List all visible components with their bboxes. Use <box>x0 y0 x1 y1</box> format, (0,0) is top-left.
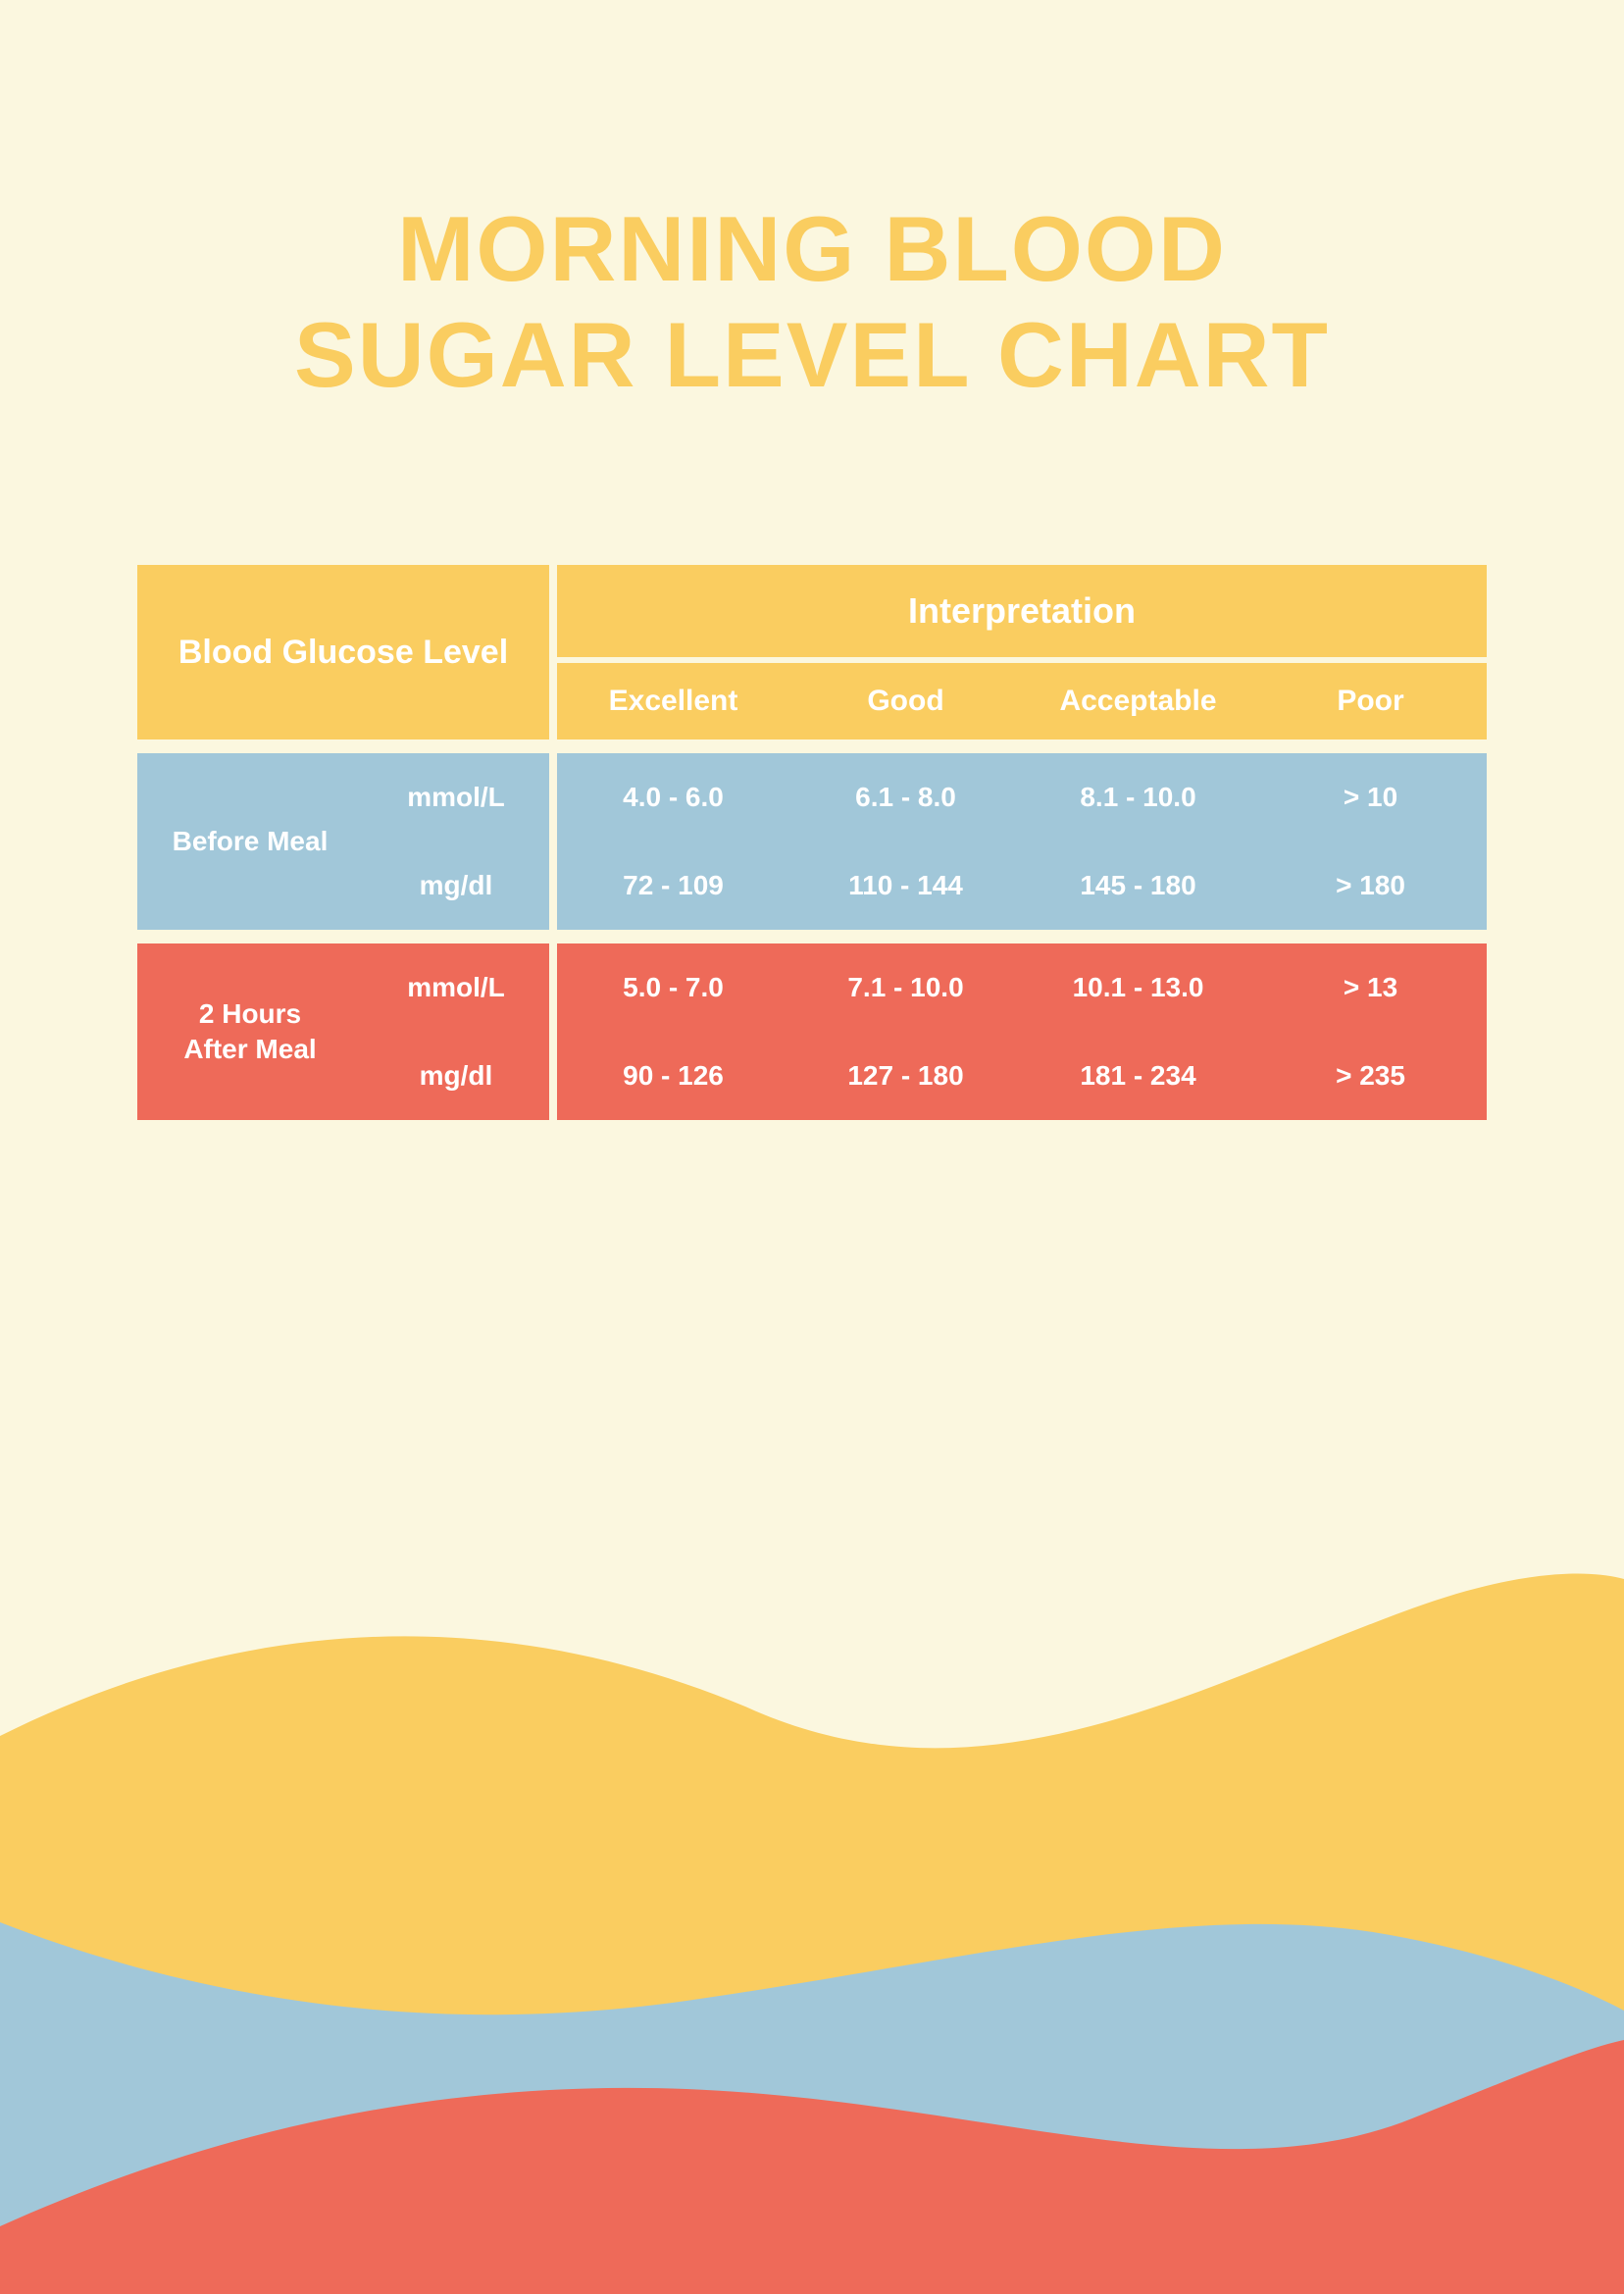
val: > 13 <box>1254 943 1487 1032</box>
unit-mmol: mmol/L <box>363 753 549 841</box>
interpretation-columns: Excellent Good Acceptable Poor <box>557 663 1487 739</box>
group-left: 2 HoursAfter Meal mmol/L mg/dl <box>137 943 549 1120</box>
val-col: > 10 > 180 <box>1254 753 1487 930</box>
val: 127 - 180 <box>789 1032 1022 1120</box>
val: 10.1 - 13.0 <box>1022 943 1254 1032</box>
group-units: mmol/L mg/dl <box>363 753 549 930</box>
group-after-meal: 2 HoursAfter Meal mmol/L mg/dl 5.0 - 7.0… <box>137 943 1487 1120</box>
val-col: 6.1 - 8.0 110 - 144 <box>789 753 1022 930</box>
group-values: 4.0 - 6.0 72 - 109 6.1 - 8.0 110 - 144 8… <box>557 753 1487 930</box>
group-label: Before Meal <box>137 753 363 930</box>
val: 4.0 - 6.0 <box>557 753 789 841</box>
header-left-label: Blood Glucose Level <box>137 565 549 739</box>
val-col: 5.0 - 7.0 90 - 126 <box>557 943 789 1120</box>
val: 7.1 - 10.0 <box>789 943 1022 1032</box>
group-before-meal: Before Meal mmol/L mg/dl 4.0 - 6.0 72 - … <box>137 753 1487 930</box>
val-col: 10.1 - 13.0 181 - 234 <box>1022 943 1254 1120</box>
page-title: MORNING BLOOD SUGAR LEVEL CHART <box>137 196 1487 408</box>
group-left: Before Meal mmol/L mg/dl <box>137 753 549 930</box>
col-poor: Poor <box>1254 663 1487 739</box>
group-units: mmol/L mg/dl <box>363 943 549 1120</box>
val-col: 8.1 - 10.0 145 - 180 <box>1022 753 1254 930</box>
unit-mgdl: mg/dl <box>363 1032 549 1120</box>
val-col: 7.1 - 10.0 127 - 180 <box>789 943 1022 1120</box>
val: > 180 <box>1254 841 1487 930</box>
chart-header: Blood Glucose Level Interpretation Excel… <box>137 565 1487 739</box>
title-line-1: MORNING BLOOD <box>397 197 1227 300</box>
val: 90 - 126 <box>557 1032 789 1120</box>
page: MORNING BLOOD SUGAR LEVEL CHART Blood Gl… <box>0 0 1624 2294</box>
val: 5.0 - 7.0 <box>557 943 789 1032</box>
val-col: 4.0 - 6.0 72 - 109 <box>557 753 789 930</box>
val: 6.1 - 8.0 <box>789 753 1022 841</box>
val-col: > 13 > 235 <box>1254 943 1487 1120</box>
content-area: MORNING BLOOD SUGAR LEVEL CHART Blood Gl… <box>0 0 1624 1120</box>
glucose-chart: Blood Glucose Level Interpretation Excel… <box>137 565 1487 1120</box>
val: > 10 <box>1254 753 1487 841</box>
unit-mmol: mmol/L <box>363 943 549 1032</box>
val: 110 - 144 <box>789 841 1022 930</box>
group-values: 5.0 - 7.0 90 - 126 7.1 - 10.0 127 - 180 … <box>557 943 1487 1120</box>
val: 72 - 109 <box>557 841 789 930</box>
col-good: Good <box>789 663 1022 739</box>
val: > 235 <box>1254 1032 1487 1120</box>
val: 145 - 180 <box>1022 841 1254 930</box>
group-label: 2 HoursAfter Meal <box>137 943 363 1120</box>
unit-mgdl: mg/dl <box>363 841 549 930</box>
col-excellent: Excellent <box>557 663 789 739</box>
val: 181 - 234 <box>1022 1032 1254 1120</box>
val: 8.1 - 10.0 <box>1022 753 1254 841</box>
title-line-2: SUGAR LEVEL CHART <box>294 303 1330 406</box>
header-right: Interpretation Excellent Good Acceptable… <box>557 565 1487 739</box>
interpretation-label: Interpretation <box>557 565 1487 657</box>
col-acceptable: Acceptable <box>1022 663 1254 739</box>
